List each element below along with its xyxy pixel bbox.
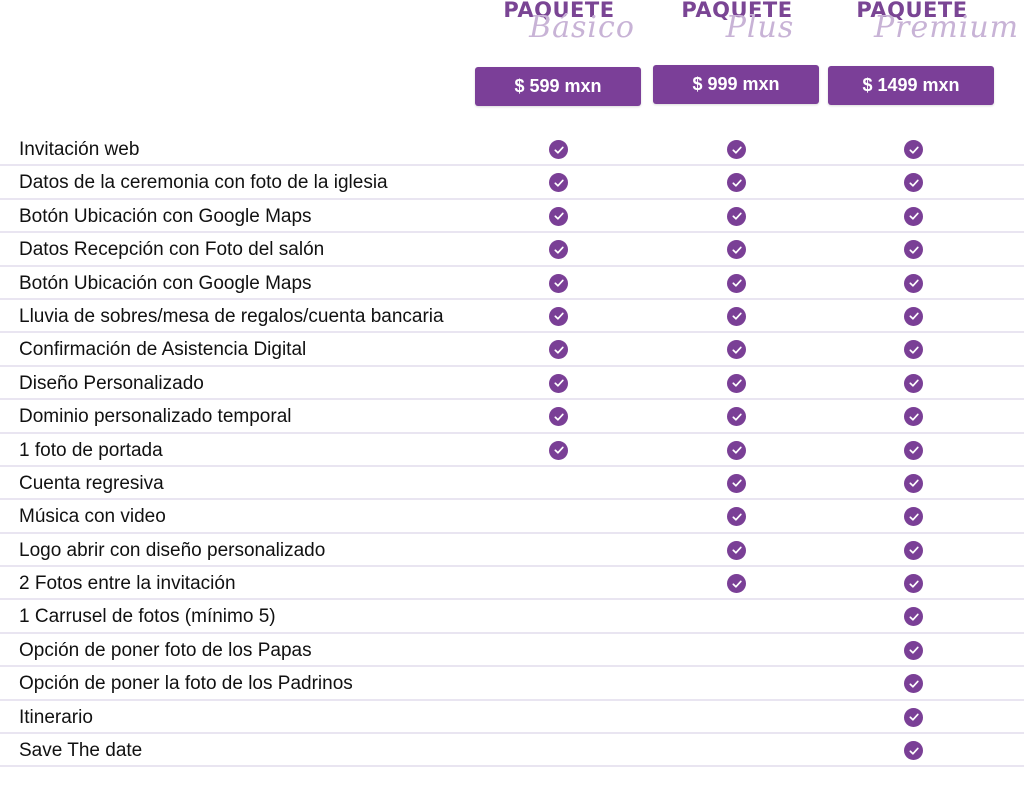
check-circle-icon <box>727 507 746 527</box>
price-button-plus[interactable]: $ 999 mxn <box>653 65 819 104</box>
check-circle-icon <box>904 440 923 460</box>
feature-label: Cuenta regresiva <box>19 472 164 494</box>
feature-label: Datos de la ceremonia con foto de la igl… <box>19 172 388 194</box>
package-header-plus: PAQUETE Plus <box>653 0 821 58</box>
feature-label: Datos Recepción con Foto del salón <box>19 239 325 261</box>
feature-label: Dominio personalizado temporal <box>19 406 292 428</box>
check-circle-icon <box>549 440 568 460</box>
check-circle-icon <box>904 206 923 226</box>
table-row: 1 Carrusel de fotos (mínimo 5) <box>0 600 1024 634</box>
table-row: 1 foto de portada <box>0 434 1024 467</box>
check-circle-icon <box>727 140 746 159</box>
table-row: Botón Ubicación con Google Maps <box>0 267 1024 300</box>
check-circle-icon <box>727 206 746 226</box>
check-circle-icon <box>727 574 746 594</box>
check-circle-icon <box>904 741 923 761</box>
check-circle-icon <box>727 473 746 493</box>
feature-label: Logo abrir con diseño personalizado <box>19 539 326 561</box>
feature-label: Opción de poner la foto de los Padrinos <box>19 673 353 695</box>
check-circle-icon <box>549 306 568 326</box>
check-circle-icon <box>904 273 923 293</box>
check-circle-icon <box>727 440 746 460</box>
check-circle-icon <box>549 407 568 427</box>
feature-label: Diseño Personalizado <box>19 372 204 394</box>
package-title-script: Plus <box>725 10 795 45</box>
check-circle-icon <box>727 273 746 293</box>
feature-label: Save The date <box>19 740 143 762</box>
package-header-premium: PAQUETE Premium <box>828 0 1020 58</box>
table-row: Itinerario <box>0 701 1024 735</box>
package-title-script: Básico <box>529 10 635 45</box>
table-row: Lluvia de sobres/mesa de regalos/cuenta … <box>0 300 1024 334</box>
check-circle-icon <box>727 340 746 360</box>
check-circle-icon <box>549 373 568 393</box>
package-title-word: PAQUETE <box>856 0 968 22</box>
check-circle-icon <box>904 340 923 360</box>
check-circle-icon <box>904 640 923 660</box>
table-row: Confirmación de Asistencia Digital <box>0 333 1024 367</box>
table-row: Botón Ubicación con Google Maps <box>0 200 1024 234</box>
table-row: Datos Recepción con Foto del salón <box>0 233 1024 267</box>
price-button-premium[interactable]: $ 1499 mxn <box>828 66 994 105</box>
package-title-script: Premium <box>874 10 1020 45</box>
table-row: Dominio personalizado temporal <box>0 400 1024 434</box>
package-title-word: PAQUETE <box>503 0 615 22</box>
package-header-basico: PAQUETE Básico <box>475 0 643 58</box>
check-circle-icon <box>904 373 923 393</box>
feature-label: 1 foto de portada <box>19 439 163 461</box>
check-circle-icon <box>549 173 568 193</box>
check-circle-icon <box>727 173 746 193</box>
check-circle-icon <box>904 540 923 560</box>
check-circle-icon <box>727 306 746 326</box>
feature-label: Confirmación de Asistencia Digital <box>19 339 307 361</box>
feature-label: Invitación web <box>19 139 140 160</box>
package-title-word: PAQUETE <box>681 0 793 22</box>
feature-label: Opción de poner foto de los Papas <box>19 639 312 661</box>
check-circle-icon <box>727 540 746 560</box>
table-row: Cuenta regresiva <box>0 467 1024 501</box>
check-circle-icon <box>549 340 568 360</box>
table-row: Opción de poner foto de los Papas <box>0 634 1024 668</box>
table-row: Música con video <box>0 500 1024 534</box>
check-circle-icon <box>904 607 923 627</box>
check-circle-icon <box>904 173 923 193</box>
feature-label: Itinerario <box>19 706 93 728</box>
table-row: Logo abrir con diseño personalizado <box>0 534 1024 568</box>
feature-label: Botón Ubicación con Google Maps <box>19 272 312 294</box>
check-circle-icon <box>904 507 923 527</box>
check-circle-icon <box>904 240 923 260</box>
price-button-basico[interactable]: $ 599 mxn <box>475 67 641 106</box>
table-row: Save The date <box>0 734 1024 768</box>
check-circle-icon <box>549 240 568 260</box>
table-row: Invitación web <box>0 133 1024 167</box>
feature-label: 2 Fotos entre la invitación <box>19 573 236 595</box>
check-circle-icon <box>904 140 923 159</box>
check-circle-icon <box>549 206 568 226</box>
check-circle-icon <box>549 273 568 293</box>
feature-label: Botón Ubicación con Google Maps <box>19 205 312 227</box>
check-circle-icon <box>904 674 923 694</box>
table-row: Datos de la ceremonia con foto de la igl… <box>0 166 1024 200</box>
table-row: Diseño Personalizado <box>0 367 1024 401</box>
table-row: 2 Fotos entre la invitación <box>0 567 1024 601</box>
check-circle-icon <box>727 373 746 393</box>
check-circle-icon <box>727 407 746 427</box>
feature-label: Lluvia de sobres/mesa de regalos/cuenta … <box>19 305 444 327</box>
check-circle-icon <box>904 707 923 727</box>
feature-comparison-table: Invitación web Datos de la ceremonia con … <box>0 133 1024 768</box>
feature-label: 1 Carrusel de fotos (mínimo 5) <box>19 606 276 628</box>
check-circle-icon <box>727 240 746 260</box>
check-circle-icon <box>904 306 923 326</box>
check-circle-icon <box>904 473 923 493</box>
table-row: Opción de poner la foto de los Padrinos <box>0 667 1024 701</box>
check-circle-icon <box>904 407 923 427</box>
feature-label: Música con video <box>19 506 166 528</box>
check-circle-icon <box>904 574 923 594</box>
check-circle-icon <box>549 140 568 159</box>
